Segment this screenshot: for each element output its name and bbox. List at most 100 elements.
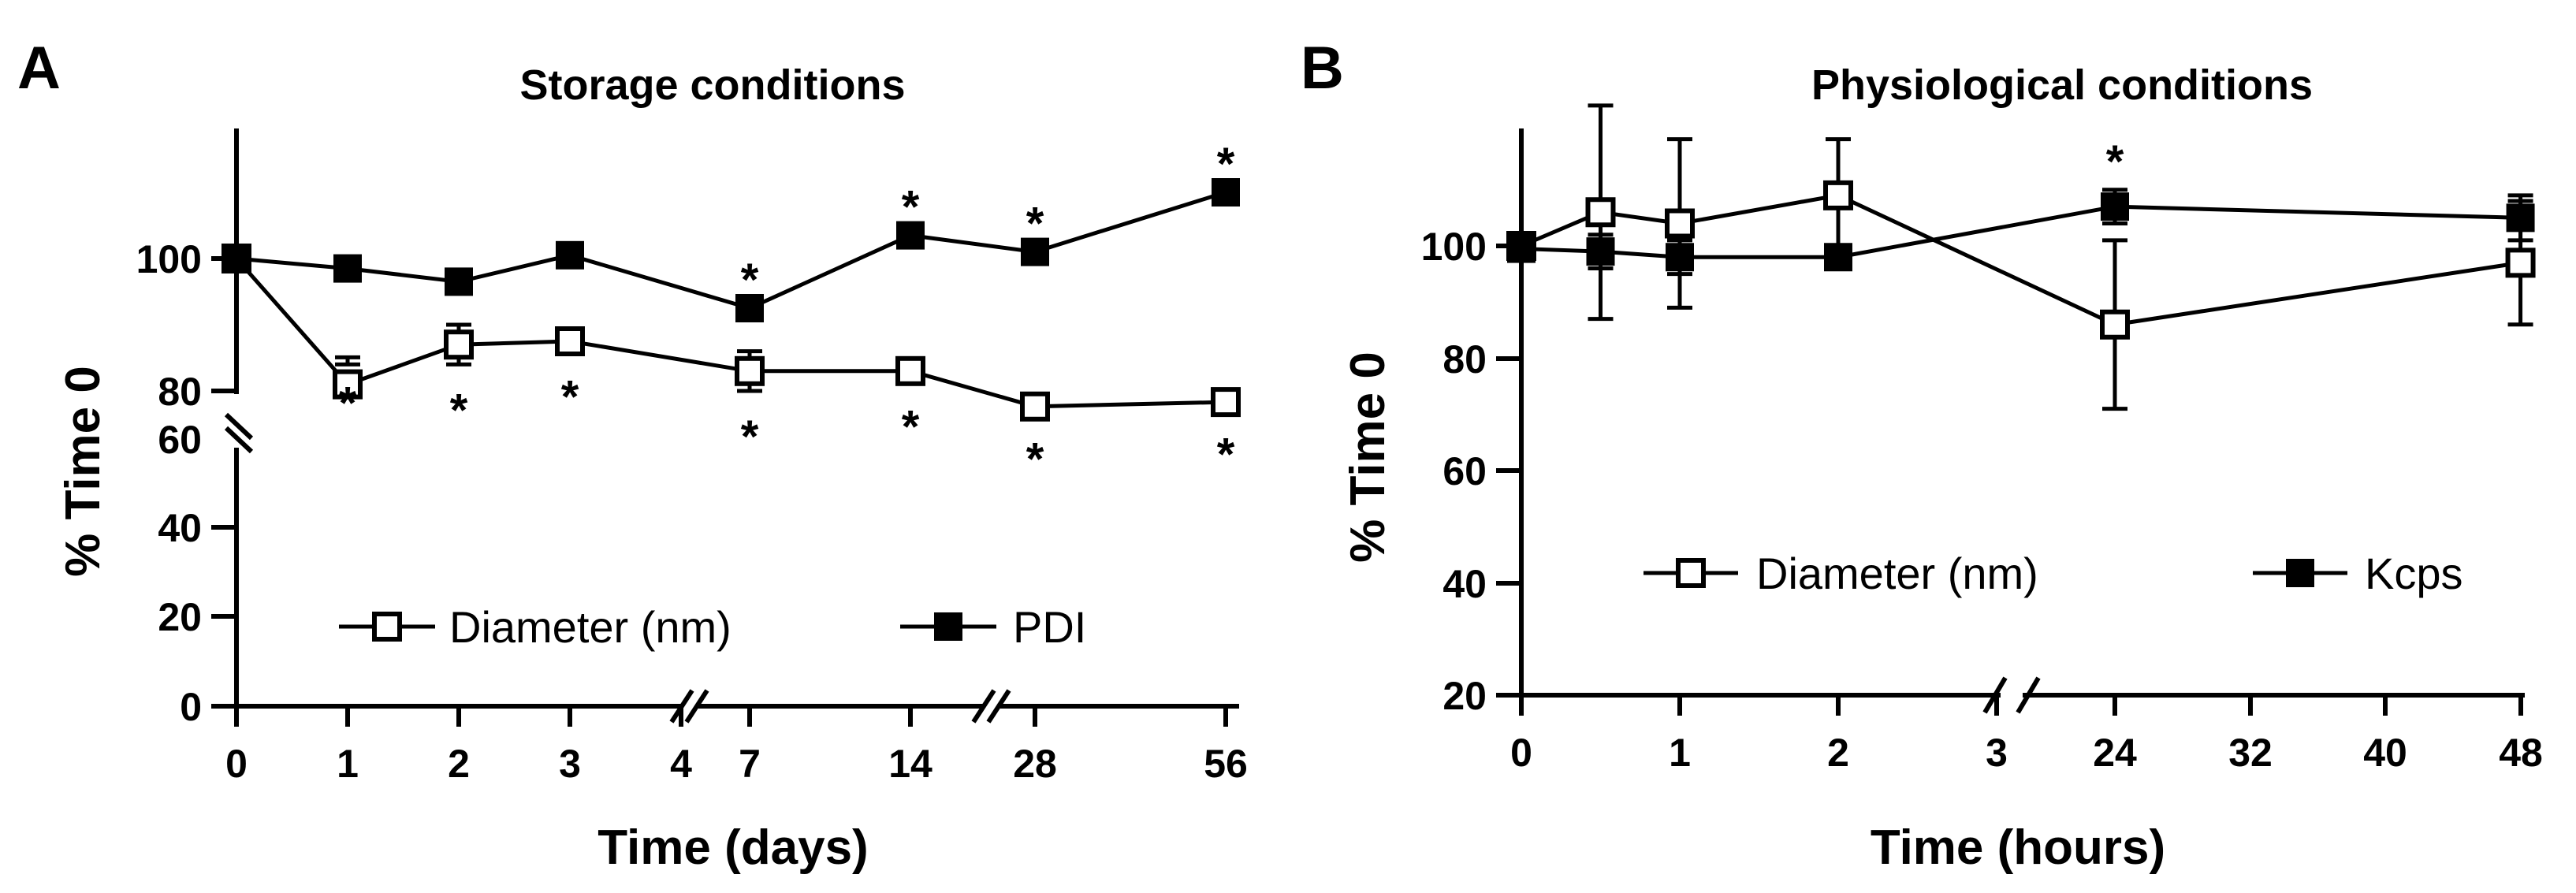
panel-b-x-tick-label: 0: [1510, 731, 1532, 775]
panel-a-letter: A: [17, 35, 61, 102]
panel-a-x-axis-title: Time (days): [597, 820, 868, 875]
data-point-diameter-nm: [1823, 180, 1853, 210]
panel-b: B Physiological conditions 100 80 60 40 …: [1301, 35, 2543, 875]
data-point-diameter-nm: [1585, 197, 1616, 228]
panel-a-y-tick-label: 80: [158, 370, 202, 414]
panel-a-x-tick-label: 7: [739, 742, 761, 786]
a-pdi-line: [236, 190, 1227, 311]
panel-a-significance: * * * * * * * * * * *: [339, 139, 1235, 485]
panel-a-markers: [221, 178, 1241, 422]
panel-b-y-tick-label: 100: [1421, 225, 1487, 269]
panel-b-markers: [1506, 180, 2536, 340]
panel-a-legend: Diameter (nm) PDI: [339, 602, 1086, 652]
panel-a-y-tick-labels: 100 80 60 40 20 0: [136, 237, 202, 729]
data-point-diameter-nm: [1211, 387, 1241, 418]
panel-b-x-tick-label: 24: [2093, 731, 2137, 775]
panel-a-y-tick-label: 100: [136, 237, 202, 281]
panel-b-y-tick-label: 20: [1442, 674, 1487, 718]
data-point-pdi: [333, 254, 362, 283]
data-point-diameter-nm: [735, 355, 765, 386]
legend-label-diameter: Diameter (nm): [1756, 549, 2038, 598]
panel-b-x-tick-label: 2: [1827, 731, 1849, 775]
panel-a-y-ticks: [211, 256, 236, 709]
panel-a-x-tick-labels: 0 1 2 3 4 7 14 28 56: [225, 742, 1248, 786]
panel-a-x-axis-break-1: [669, 689, 709, 724]
data-point-pdi: [735, 294, 764, 322]
significance-star: *: [902, 401, 920, 452]
data-point-pdi: [556, 240, 584, 270]
panel-a-x-tick-label: 14: [888, 742, 932, 786]
panel-b-title: Physiological conditions: [1811, 61, 2313, 109]
data-point-pdi: [1212, 178, 1240, 207]
significance-star: *: [561, 372, 579, 423]
data-point-pdi: [222, 244, 251, 273]
legend-item-diameter: Diameter (nm): [339, 602, 731, 652]
panel-a-x-tick-label: 1: [337, 742, 359, 786]
data-point-pdi: [896, 221, 925, 250]
legend-item-pdi: PDI: [900, 602, 1086, 652]
panel-a-x-ticks: [234, 706, 1228, 727]
legend-item-diameter: Diameter (nm): [1644, 549, 2038, 598]
panel-a-x-tick-label: 28: [1013, 742, 1057, 786]
panel-b-x-tick-label: 40: [2363, 731, 2407, 775]
panel-a-x-tick-label: 56: [1204, 742, 1248, 786]
legend-label-diameter: Diameter (nm): [449, 602, 731, 652]
data-point-diameter-nm: [1665, 208, 1695, 239]
significance-star: *: [339, 378, 357, 429]
panel-b-x-axis-break: [1982, 676, 2041, 714]
panel-a-y-axis-break: [224, 412, 254, 454]
significance-star: *: [1026, 433, 1044, 485]
panel-b-y-axis-title: % Time 0: [1341, 352, 1395, 563]
data-point-kcps: [1586, 237, 1615, 266]
data-point-pdi: [1021, 237, 1049, 266]
panel-a-x-axis-break-2: [971, 689, 1011, 724]
data-point-kcps: [2506, 203, 2535, 233]
panel-b-letter: B: [1301, 35, 1344, 102]
data-point-diameter-nm: [2505, 247, 2536, 278]
panel-a-x-tick-label: 3: [559, 742, 581, 786]
significance-star: *: [1217, 139, 1235, 190]
panel-b-y-tick-label: 80: [1442, 337, 1487, 381]
panel-a-y-tick-label: 60: [158, 418, 202, 462]
data-point-diameter-nm: [555, 326, 585, 356]
panel-b-x-tick-labels: 0 1 2 3 24 32 40 48: [1510, 731, 2543, 775]
panel-b-x-ticks: [1519, 695, 2523, 716]
panel-a-y-tick-label: 0: [180, 685, 202, 729]
significance-star: *: [450, 385, 468, 436]
panel-b-y-tick-labels: 100 80 60 40 20: [1421, 225, 1487, 718]
data-point-kcps: [1507, 234, 1536, 263]
panel-b-y-tick-label: 60: [1442, 449, 1487, 493]
data-point-diameter-nm: [444, 329, 474, 360]
legend-label-pdi: PDI: [1013, 602, 1086, 652]
legend-label-kcps: Kcps: [2365, 549, 2463, 598]
panel-b-significance: *: [2106, 136, 2124, 188]
panel-b-y-ticks: [1496, 244, 1521, 698]
significance-star: *: [1026, 199, 1044, 250]
panel-a: A Storage conditions: [17, 35, 1248, 875]
panel-a-y-axis-title: % Time 0: [56, 366, 110, 577]
data-point-pdi: [445, 267, 473, 296]
data-point-diameter-nm: [333, 369, 363, 400]
data-point-kcps: [2101, 192, 2129, 221]
panel-a-title: Storage conditions: [519, 61, 905, 109]
panel-b-x-axis-title: Time (hours): [1871, 820, 2165, 875]
panel-b-x-tick-label: 1: [1669, 731, 1691, 775]
panel-a-x-tick-label: 2: [448, 742, 470, 786]
panel-a-y-tick-label: 40: [158, 506, 202, 550]
error-bar-diameter-nm: [335, 355, 360, 367]
panel-a-x-tick-label: 4: [670, 742, 692, 786]
panel-a-y-tick-label: 20: [158, 595, 202, 639]
data-point-diameter-nm: [2100, 309, 2130, 340]
significance-star: *: [902, 182, 920, 233]
legend-item-kcps: Kcps: [2253, 549, 2463, 598]
panel-b-x-tick-label: 48: [2499, 731, 2543, 775]
data-point-diameter-nm: [895, 355, 925, 386]
significance-star: *: [2106, 136, 2124, 188]
panel-b-legend: Diameter (nm) Kcps: [1644, 549, 2463, 598]
significance-star: *: [1217, 430, 1235, 481]
panel-b-y-tick-label: 40: [1442, 562, 1487, 606]
panel-b-x-tick-label: 32: [2228, 731, 2273, 775]
panel-b-x-tick-label: 3: [1986, 731, 2008, 775]
data-point-diameter-nm: [1020, 391, 1050, 422]
